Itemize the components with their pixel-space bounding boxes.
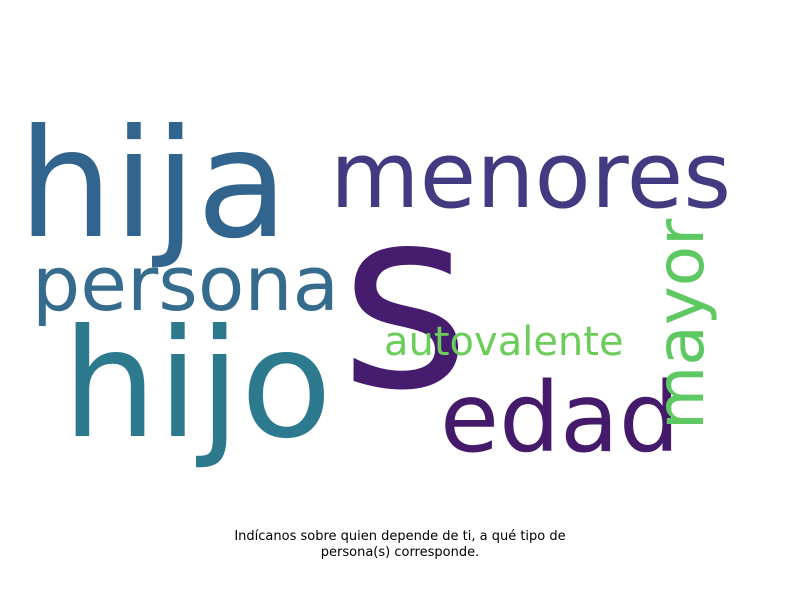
caption-line-1: Indícanos sobre quien depende de ti, a q… bbox=[234, 529, 566, 544]
word-autovalente: autovalente bbox=[384, 319, 624, 365]
word-s: s bbox=[340, 154, 471, 445]
word-cloud: hija menores persona s hijo autovalente … bbox=[18, 98, 732, 474]
word-mayor: mayor bbox=[642, 218, 719, 430]
word-hija: hija bbox=[18, 98, 289, 272]
word-hijo: hijo bbox=[62, 298, 333, 472]
word-edad: edad bbox=[440, 362, 680, 474]
caption-line-2: persona(s) corresponde. bbox=[320, 545, 480, 560]
word-persona: persona bbox=[32, 239, 340, 328]
word-menores: menores bbox=[330, 122, 732, 229]
caption: Indícanos sobre quien depende de ti, a q… bbox=[150, 529, 650, 561]
